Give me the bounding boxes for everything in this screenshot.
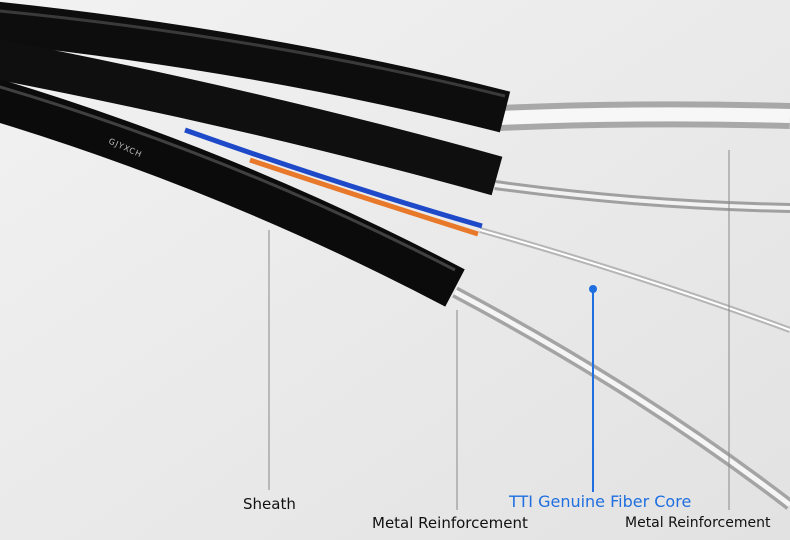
label: Metal Reinforcement [625,515,771,531]
wire-highlight [453,289,790,507]
leader-dot [589,285,597,293]
label: Metal Reinforcement [372,514,528,532]
wire-highlight [499,107,790,125]
cable [0,1,511,133]
fiber-glass-highlight [479,229,790,331]
cable-highlight [0,85,456,272]
cable [0,79,465,307]
cable [0,39,503,196]
label: TTI Genuine Fiber Core [508,492,691,511]
cable-highlight [0,9,506,98]
wire-highlight [494,183,790,210]
fiber-orange [249,157,479,237]
label: Sheath [243,495,296,513]
fiber-blue [184,127,483,229]
